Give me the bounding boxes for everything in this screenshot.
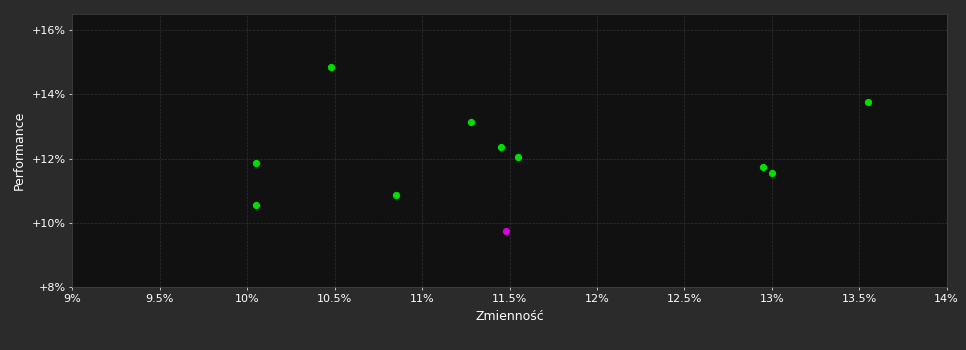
Point xyxy=(388,193,404,198)
Point xyxy=(464,119,479,124)
Point xyxy=(764,170,780,176)
Point xyxy=(248,161,264,166)
Point xyxy=(248,202,264,208)
Point xyxy=(493,145,508,150)
Point xyxy=(755,164,771,169)
X-axis label: Zmienność: Zmienność xyxy=(475,309,544,322)
Point xyxy=(511,154,526,160)
Point xyxy=(324,64,339,70)
Y-axis label: Performance: Performance xyxy=(13,111,26,190)
Point xyxy=(498,228,514,233)
Point xyxy=(861,99,876,105)
